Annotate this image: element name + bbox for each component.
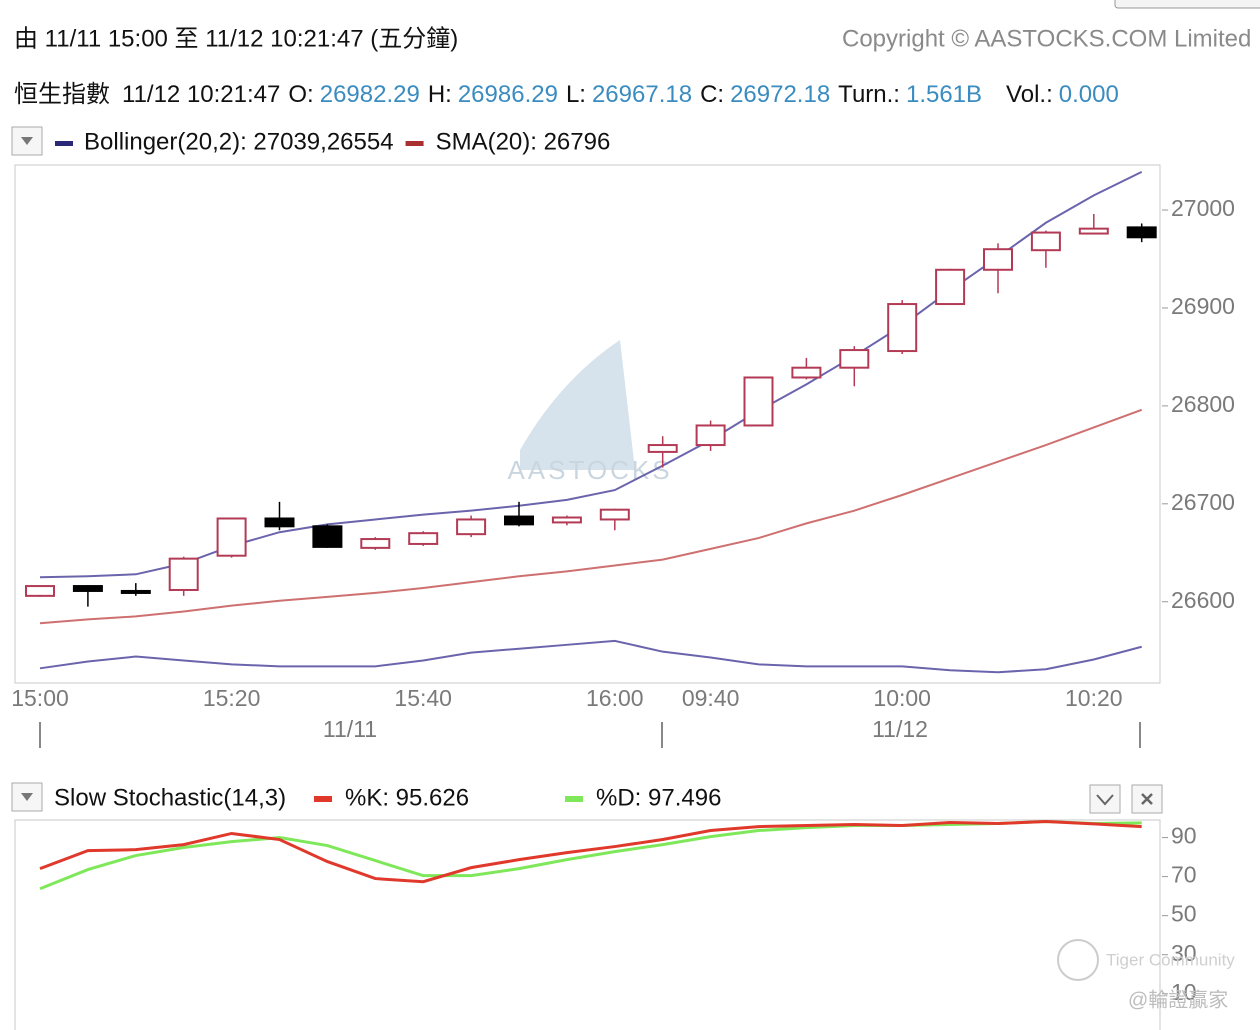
x-tick-label: 15:20 xyxy=(203,685,261,711)
x-tick-label: 15:00 xyxy=(11,685,69,711)
y-tick-label: 50 xyxy=(1171,901,1197,927)
x-tick-label: 10:00 xyxy=(873,685,931,711)
field-label: C: xyxy=(700,81,724,108)
candle-body xyxy=(743,376,774,427)
community-logo xyxy=(1057,939,1099,981)
field-value: 26972.18 xyxy=(730,81,830,108)
candle-body xyxy=(983,248,1013,271)
author-watermark: @輪證贏家 xyxy=(1128,988,1228,1011)
y-tick-label: 26600 xyxy=(1171,587,1235,613)
y-tick-label: 26900 xyxy=(1171,293,1235,319)
field-value: 1.561B xyxy=(906,81,982,108)
quote-time: 11/12 10:21:47 xyxy=(122,81,280,108)
candle-body xyxy=(264,517,295,528)
candle-body xyxy=(504,515,534,526)
legend-swatch xyxy=(565,796,583,802)
field-label: L: xyxy=(566,81,586,108)
candle-body xyxy=(25,585,55,597)
legend-swatch xyxy=(55,141,73,146)
bollinger-lower xyxy=(39,639,1142,674)
candle-body xyxy=(456,518,487,536)
y-tick-label: 10 xyxy=(1171,979,1197,1005)
y-tick-label: 26700 xyxy=(1171,489,1235,515)
top-button[interactable] xyxy=(1114,0,1260,9)
field-label: H: xyxy=(428,81,452,108)
candle-body xyxy=(935,268,966,306)
main-plot xyxy=(14,164,1161,684)
candle-body xyxy=(791,366,822,379)
candle-body xyxy=(695,424,726,447)
legend-label: Bollinger(20,2): 27039,26554 xyxy=(84,128,394,155)
legend-swatch xyxy=(405,141,424,146)
dropdown-arrow xyxy=(21,137,33,145)
field-label: O: xyxy=(288,81,313,108)
x-tick-label: 16:00 xyxy=(586,685,644,711)
candle-body xyxy=(1126,226,1157,239)
stoch-line xyxy=(39,820,1142,891)
candle-body xyxy=(216,517,247,557)
y-tick-label: 27000 xyxy=(1171,195,1235,221)
candle-body xyxy=(72,585,103,592)
watermark-text: AASTOCKS xyxy=(507,455,672,485)
watermark-logo xyxy=(520,340,635,470)
field-label: Turn.: xyxy=(838,81,900,108)
field-label: Vol.: xyxy=(1006,81,1053,108)
stoch-line xyxy=(39,820,1142,884)
copyright: Copyright © AASTOCKS.COM Limited xyxy=(842,25,1251,52)
x-tick-label: 15:40 xyxy=(394,685,452,711)
candle-body xyxy=(551,516,582,524)
collapse-icon xyxy=(1096,794,1114,806)
x-tick-label: 09:40 xyxy=(682,685,740,711)
panel-title: Slow Stochastic(14,3) xyxy=(54,784,286,811)
x-tick-label: 10:20 xyxy=(1065,685,1123,711)
legend-label: %D: 97.496 xyxy=(596,784,721,811)
y-tick-label: 26800 xyxy=(1171,391,1235,417)
candle-body xyxy=(1030,231,1061,252)
candle-body xyxy=(599,508,630,521)
community-watermark: Tiger Community xyxy=(1106,950,1235,969)
close-icon xyxy=(1141,793,1153,805)
field-value: 0.000 xyxy=(1059,81,1119,108)
candle-body xyxy=(408,532,439,545)
quote-line: 恒生指數 11/12 10:21:47 O: 26982.29 H: 26986.29 L:… xyxy=(14,81,1119,108)
legend-label: SMA(20): 26796 xyxy=(436,128,611,155)
y-tick-label: 30 xyxy=(1171,940,1197,966)
candle-body xyxy=(647,444,678,453)
candle-body xyxy=(360,538,391,549)
legend-label: %K: 95.626 xyxy=(345,784,469,811)
range-text: 由 11/11 15:00 至 11/12 10:21:47 (五分鐘) xyxy=(14,25,458,52)
candle-body xyxy=(839,349,870,369)
candle-body xyxy=(312,525,343,548)
dropdown-arrow xyxy=(21,793,33,801)
field-value: 26967.18 xyxy=(592,81,692,108)
y-tick-label: 90 xyxy=(1171,823,1197,849)
date-label: 11/11 xyxy=(323,716,377,742)
candle-body xyxy=(1078,227,1109,235)
collapse-button[interactable] xyxy=(1089,784,1121,814)
field-value: 26986.29 xyxy=(458,81,558,108)
date-label: 11/12 xyxy=(872,716,928,742)
index-name: 恒生指數 xyxy=(14,81,110,108)
field-value: 26982.29 xyxy=(320,81,420,108)
sma-line xyxy=(39,408,1143,625)
candle-body xyxy=(887,303,918,353)
y-tick-label: 70 xyxy=(1171,862,1197,888)
candle-body xyxy=(120,589,151,594)
legend-swatch xyxy=(314,796,332,802)
candle-body xyxy=(168,557,199,591)
